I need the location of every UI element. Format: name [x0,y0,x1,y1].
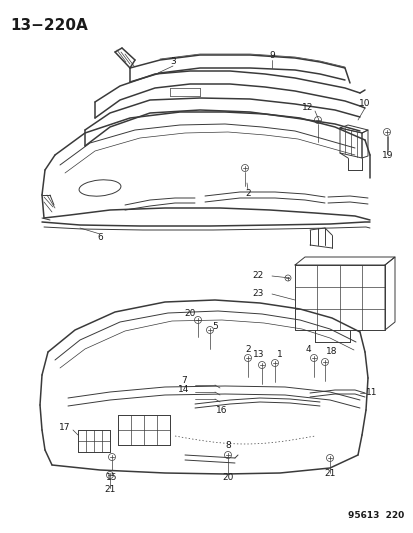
Text: 12: 12 [301,102,313,111]
Text: 4: 4 [304,345,310,354]
Text: 17: 17 [59,424,71,432]
Text: 95613  220: 95613 220 [347,511,403,520]
Text: 6: 6 [97,233,102,243]
Text: 9: 9 [268,51,274,60]
Text: 8: 8 [225,441,230,450]
Text: 13−220A: 13−220A [10,18,88,33]
Text: 18: 18 [325,348,337,357]
Text: 15: 15 [106,473,117,482]
Text: 11: 11 [366,389,377,398]
Text: 23: 23 [252,289,263,298]
Text: 20: 20 [222,473,233,482]
Text: 1: 1 [276,351,282,359]
Text: 2: 2 [244,345,250,354]
Text: 7: 7 [181,376,186,385]
Text: 10: 10 [358,99,370,108]
Text: 14: 14 [178,385,189,394]
Text: 13: 13 [253,351,264,359]
Text: 20: 20 [184,309,195,318]
Text: 19: 19 [381,150,393,159]
Text: 22: 22 [252,271,263,280]
Text: 21: 21 [104,486,115,495]
Text: 5: 5 [211,322,217,332]
Text: 2: 2 [244,190,250,198]
Text: 3: 3 [170,56,176,66]
Text: 16: 16 [216,407,227,416]
Text: 21: 21 [323,470,335,479]
